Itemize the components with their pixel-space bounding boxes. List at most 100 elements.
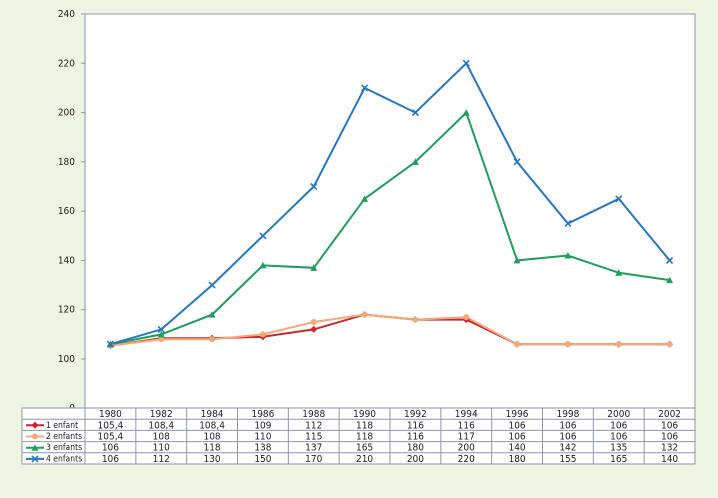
table-cell: 106 — [102, 454, 119, 465]
marker — [361, 311, 368, 318]
marker — [462, 59, 470, 67]
marker — [157, 325, 165, 333]
table-cell: 110 — [153, 443, 170, 454]
x-tick-label: 2002 — [658, 409, 681, 420]
table-cell: 165 — [356, 443, 373, 454]
table-cell: 109 — [254, 420, 271, 431]
marker — [209, 336, 216, 343]
series-line — [110, 61, 671, 346]
marker — [513, 256, 521, 264]
table-cell: 106 — [102, 443, 119, 454]
marker — [361, 84, 369, 92]
marker — [666, 276, 674, 284]
table-cell: 108 — [153, 432, 170, 443]
marker — [158, 336, 165, 343]
marker — [615, 341, 622, 348]
x-tick-label: 1992 — [404, 409, 427, 420]
x-tick-label: 1984 — [201, 409, 224, 420]
x-tick-label: 1998 — [556, 409, 579, 420]
y-tick-label: 220 — [58, 58, 75, 69]
y-tick-label: 120 — [58, 305, 75, 316]
marker — [310, 182, 318, 191]
y-tick-label: 140 — [58, 255, 75, 266]
x-tick-label: 1990 — [353, 409, 376, 420]
marker — [259, 331, 266, 338]
table-cell: 118 — [203, 443, 220, 454]
marker — [462, 109, 470, 116]
marker — [513, 158, 521, 166]
marker — [411, 158, 419, 165]
y-tick-label: 100 — [58, 354, 75, 365]
table-cell: 108 — [203, 432, 220, 443]
marker — [412, 316, 419, 323]
table-cell: 165 — [610, 454, 627, 465]
y-tick-label: 160 — [58, 206, 75, 217]
legend-marker — [31, 455, 39, 463]
plot-area — [84, 13, 696, 409]
legend-marker — [32, 433, 38, 440]
table-cell: 108,4 — [148, 420, 174, 431]
table-cell: 106 — [661, 420, 678, 431]
y-tick-label: 240 — [58, 9, 75, 20]
table-cell: 140 — [508, 443, 525, 454]
marker — [208, 311, 216, 318]
marker — [666, 256, 674, 264]
x-tick-label: 1994 — [455, 409, 478, 420]
table-cell: 106 — [559, 432, 576, 443]
x-tick-label: 2000 — [607, 409, 630, 420]
series-line — [110, 110, 670, 346]
table-cell: 117 — [458, 432, 475, 443]
table-cell: 200 — [407, 454, 424, 465]
table-cell: 118 — [356, 420, 373, 431]
marker — [666, 341, 673, 348]
marker — [310, 325, 318, 333]
marker — [463, 314, 470, 321]
marker — [310, 264, 318, 271]
legend-marker — [31, 444, 39, 451]
table-cell: 108,4 — [199, 420, 225, 431]
table-cell: 106 — [559, 420, 576, 431]
table-cell: 142 — [559, 443, 576, 454]
marker — [259, 232, 267, 240]
table-cell: 106 — [610, 420, 627, 431]
marker — [361, 195, 369, 202]
table-cell: 106 — [661, 432, 678, 443]
table-cell: 130 — [203, 454, 220, 465]
y-tick-label: 180 — [58, 157, 75, 168]
marker — [208, 281, 216, 289]
legend-label: 2 enfants — [46, 432, 82, 442]
table-cell: 180 — [508, 454, 525, 465]
table-cell: 180 — [407, 443, 424, 454]
table-frame — [21, 407, 696, 465]
marker — [411, 109, 419, 117]
table-cell: 118 — [356, 432, 373, 443]
table-cell: 110 — [254, 432, 271, 443]
table-cell: 140 — [661, 454, 678, 465]
marker — [157, 330, 165, 338]
table-cell: 106 — [508, 420, 525, 431]
marker — [514, 341, 521, 348]
x-tick-label: 1986 — [251, 409, 274, 420]
table-cell: 106 — [610, 432, 627, 443]
marker — [615, 195, 623, 203]
table-cell: 210 — [356, 454, 373, 465]
table-cell: 105,4 — [98, 420, 124, 431]
marker — [106, 340, 114, 348]
table-cell: 112 — [153, 454, 170, 465]
table-cell: 116 — [407, 432, 424, 443]
table-cell: 155 — [559, 454, 576, 465]
table-cell: 150 — [254, 454, 271, 465]
marker — [615, 269, 623, 276]
table-cell: 220 — [458, 454, 475, 465]
legend-label: 1 enfant — [46, 421, 78, 431]
marker — [259, 261, 267, 269]
table-cell: 115 — [305, 432, 322, 443]
legend-marker — [31, 421, 39, 429]
legend-label: 4 enfants — [46, 454, 82, 464]
y-tick-label: 200 — [58, 108, 75, 119]
table-cell: 106 — [508, 432, 525, 443]
legend-label: 3 enfants — [46, 443, 82, 453]
table-cell: 135 — [610, 443, 627, 454]
